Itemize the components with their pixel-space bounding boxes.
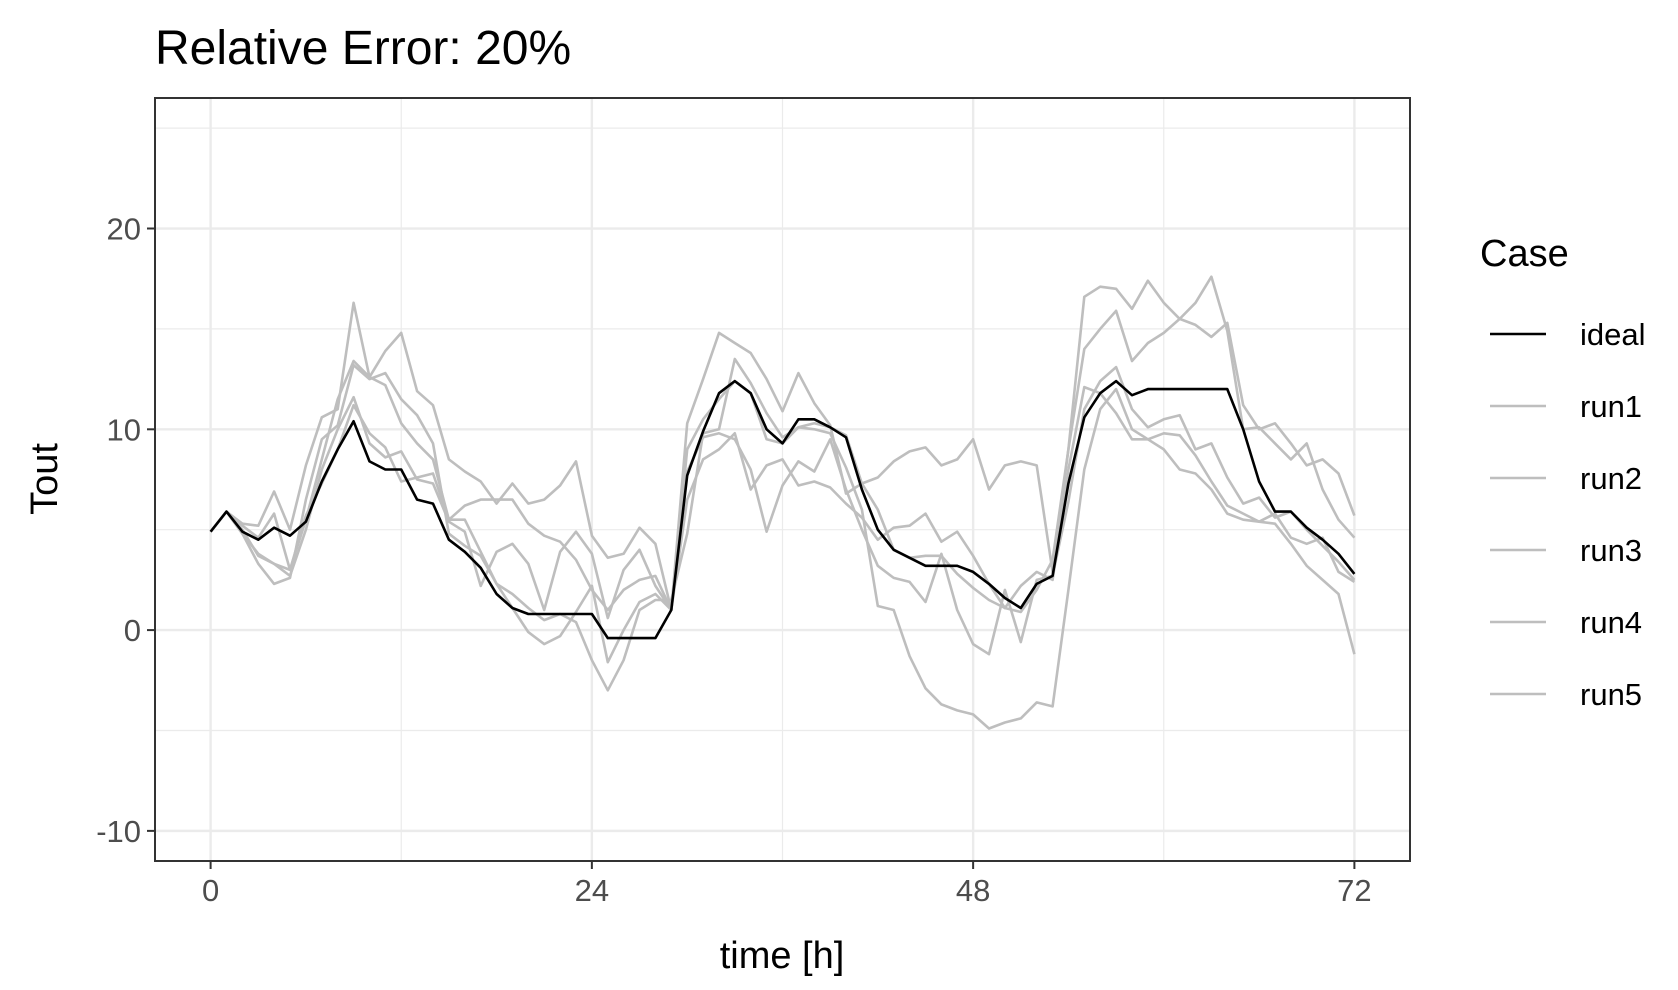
x-tick-label: 72 xyxy=(1337,873,1371,908)
legend-label-run1: run1 xyxy=(1580,389,1642,424)
legend-label-run2: run2 xyxy=(1580,461,1642,496)
legend-label-ideal: ideal xyxy=(1580,317,1646,352)
legend-title: Case xyxy=(1480,233,1569,275)
y-tick-label: 0 xyxy=(124,613,141,648)
y-tick-label: 10 xyxy=(107,412,141,447)
x-tick-label: 48 xyxy=(956,873,990,908)
plot-border xyxy=(154,97,1411,862)
x-tick-label: 0 xyxy=(202,873,219,908)
legend-label-run3: run3 xyxy=(1580,533,1642,568)
legend: Case ideal run1 run2 run3 run4 run5 xyxy=(1480,233,1646,712)
x-axis-title: time [h] xyxy=(720,935,845,977)
series-line-run1 xyxy=(209,385,1356,620)
y-axis-title: Tout xyxy=(24,443,66,515)
y-tick-label: 20 xyxy=(107,212,141,247)
chart-title: Relative Error: 20% xyxy=(155,22,571,75)
series-line-run4 xyxy=(209,365,1356,664)
x-tick-label: 24 xyxy=(575,873,609,908)
series-line-ideal xyxy=(209,379,1356,640)
series-line-run2 xyxy=(209,357,1356,730)
y-tick-label: -10 xyxy=(96,814,141,849)
y-axis: -10 0 10 20 xyxy=(96,212,155,849)
series-line-run3 xyxy=(209,279,1356,612)
grid-major xyxy=(155,98,1410,861)
legend-label-run5: run5 xyxy=(1580,677,1642,712)
series-lines xyxy=(209,275,1356,730)
legend-label-run4: run4 xyxy=(1580,605,1642,640)
x-axis: 0 24 48 72 xyxy=(202,861,1372,908)
